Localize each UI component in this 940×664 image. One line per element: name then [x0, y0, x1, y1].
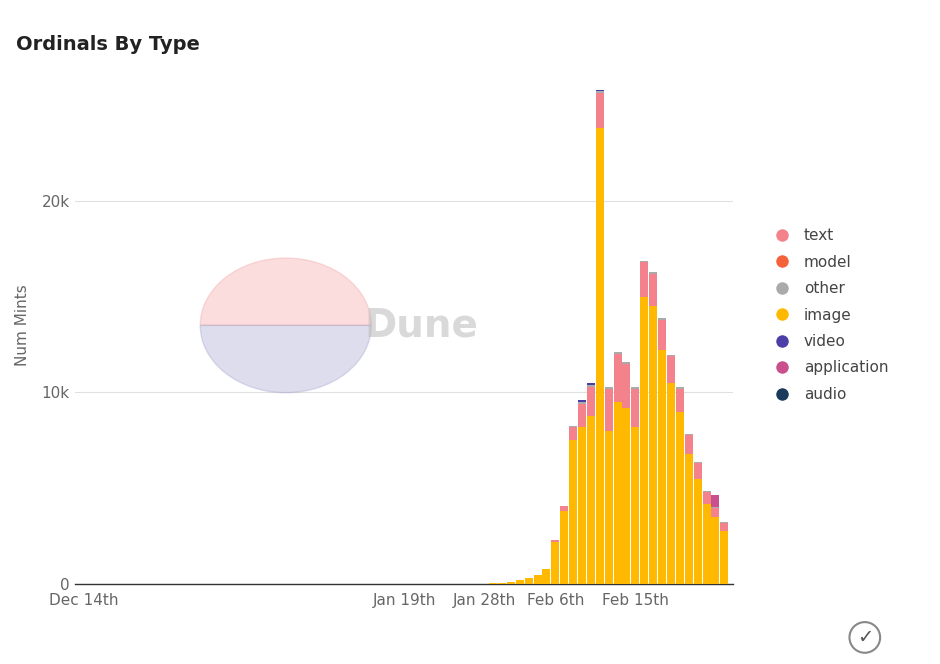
Bar: [542, 569, 551, 584]
Y-axis label: Num Mints: Num Mints: [15, 284, 30, 367]
Bar: [622, 408, 631, 584]
Bar: [578, 400, 586, 402]
Bar: [676, 387, 684, 388]
Bar: [614, 354, 621, 402]
Bar: [614, 402, 621, 584]
Bar: [622, 362, 631, 364]
Bar: [658, 319, 666, 351]
Bar: [632, 387, 639, 388]
Bar: [684, 435, 693, 454]
Wedge shape: [200, 258, 371, 325]
Bar: [720, 522, 728, 523]
Bar: [587, 386, 595, 416]
Bar: [640, 297, 649, 584]
Bar: [667, 383, 675, 584]
Bar: [578, 404, 586, 427]
Bar: [658, 351, 666, 584]
Bar: [676, 412, 684, 584]
Bar: [702, 504, 711, 584]
Bar: [596, 93, 603, 127]
Bar: [676, 388, 684, 412]
Bar: [560, 511, 569, 584]
Bar: [587, 416, 595, 584]
Bar: [640, 260, 649, 262]
Bar: [702, 491, 711, 492]
Bar: [632, 427, 639, 584]
Text: Ordinals By Type: Ordinals By Type: [16, 35, 200, 54]
Bar: [560, 506, 569, 511]
Bar: [604, 431, 613, 584]
Bar: [552, 542, 559, 584]
Bar: [650, 272, 657, 274]
Bar: [720, 531, 728, 584]
Bar: [578, 402, 586, 404]
Bar: [596, 91, 603, 93]
Bar: [632, 388, 639, 427]
Bar: [552, 540, 559, 542]
Bar: [684, 434, 693, 435]
Bar: [587, 385, 595, 386]
Bar: [712, 517, 719, 584]
Bar: [694, 462, 701, 463]
Bar: [596, 90, 603, 91]
Bar: [569, 426, 577, 427]
Bar: [498, 583, 506, 584]
Bar: [667, 355, 675, 356]
Bar: [667, 356, 675, 383]
Bar: [684, 454, 693, 584]
Bar: [507, 582, 515, 584]
Bar: [525, 578, 533, 584]
Bar: [720, 523, 728, 531]
Bar: [569, 440, 577, 584]
Bar: [587, 383, 595, 385]
Bar: [516, 580, 524, 584]
Bar: [702, 492, 711, 504]
Bar: [712, 507, 719, 517]
Bar: [534, 575, 541, 584]
Bar: [578, 427, 586, 584]
Bar: [658, 318, 666, 319]
Bar: [694, 463, 701, 479]
Wedge shape: [200, 325, 371, 392]
Bar: [604, 386, 613, 388]
Text: Dune: Dune: [365, 306, 478, 345]
Bar: [640, 262, 649, 297]
Text: ✓: ✓: [856, 628, 873, 647]
Legend: text, model, other, image, video, application, audio: text, model, other, image, video, applic…: [767, 228, 888, 402]
Bar: [596, 127, 603, 584]
Bar: [614, 352, 621, 354]
Bar: [622, 364, 631, 408]
Bar: [569, 427, 577, 440]
Bar: [694, 479, 701, 584]
Bar: [650, 306, 657, 584]
Bar: [604, 388, 613, 431]
Bar: [650, 274, 657, 306]
Bar: [712, 495, 719, 507]
